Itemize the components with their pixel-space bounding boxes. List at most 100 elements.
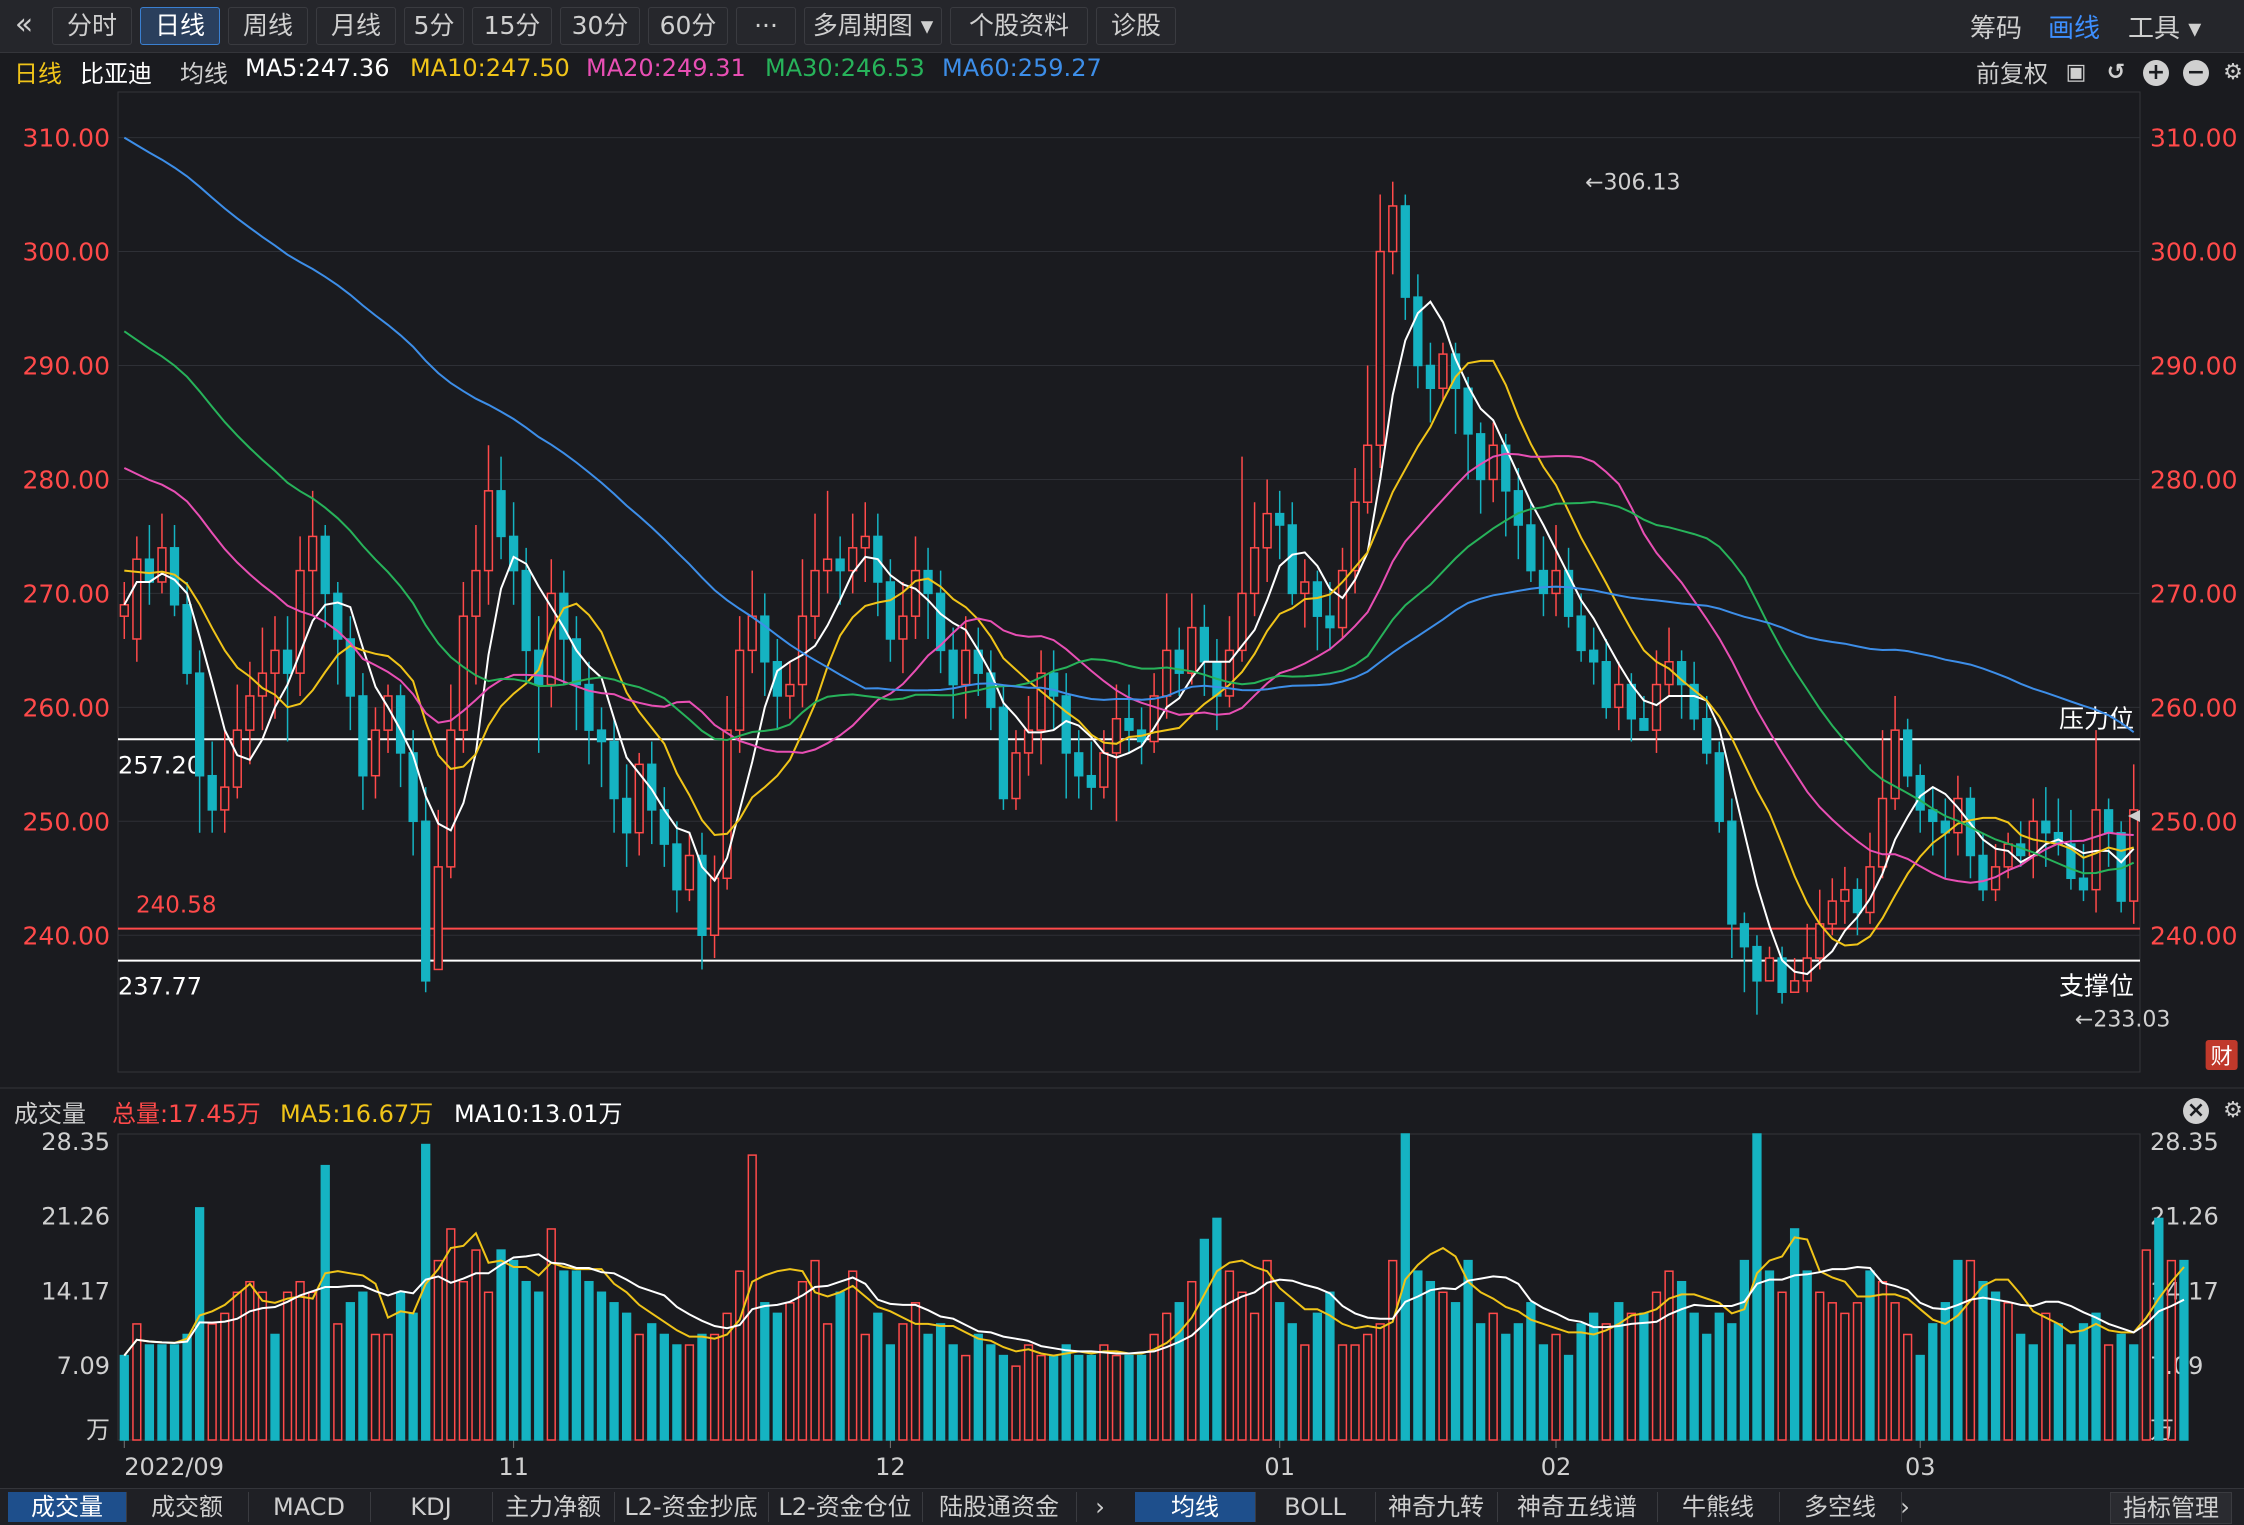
candle — [1890, 695, 1900, 810]
toolbar-right-2[interactable]: 工具 ▾ — [2128, 14, 2202, 44]
indicator-tab-2[interactable]: MACD — [248, 1492, 371, 1522]
overlay-tab-1[interactable]: BOLL — [1255, 1492, 1376, 1522]
candle-body — [2091, 809, 2101, 891]
zoom-out-icon[interactable]: − — [2183, 60, 2209, 86]
volume-bar — [898, 1323, 908, 1441]
lock-icon[interactable]: ▣ — [2065, 60, 2087, 85]
volume-bar — [1852, 1302, 1863, 1441]
tab-0[interactable]: 分时 — [52, 7, 132, 45]
indicator-manage-button[interactable]: 指标管理 — [2110, 1492, 2232, 1524]
volume-bar — [320, 1164, 330, 1441]
volume-bar — [1249, 1312, 1260, 1441]
candle-body — [1262, 512, 1272, 549]
zoom-in-icon[interactable]: + — [2143, 60, 2169, 86]
candle-body — [1275, 512, 1285, 526]
support-value-label: 237.77 — [118, 973, 202, 1001]
candle-body — [822, 558, 833, 572]
indicator-tab-0[interactable]: 成交量 — [8, 1492, 127, 1522]
overlay-tab-5[interactable]: 多空线 — [1779, 1492, 1902, 1522]
candle-body — [408, 752, 418, 823]
tab-1[interactable]: 日线 — [140, 7, 220, 45]
volume-settings-icon[interactable]: ⚙ — [2223, 1098, 2243, 1123]
tab-4[interactable]: 5分 — [404, 7, 464, 45]
tab-5[interactable]: 15分 — [472, 7, 552, 45]
volume-legend: 成交量 总量:17.45万 MA5:16.67万 MA10:13.01万 — [0, 1092, 2244, 1128]
candle-body — [571, 638, 582, 686]
volume-bar — [1362, 1333, 1373, 1441]
indicator-tab-5[interactable]: L2-资金抄底 — [614, 1492, 769, 1522]
volume-bar — [609, 1302, 619, 1441]
candle — [722, 695, 732, 890]
candle — [797, 559, 808, 708]
candle-body — [169, 547, 180, 606]
volume-ma10-line — [123, 1253, 2185, 1357]
candle — [358, 673, 368, 810]
overlay-tab-0[interactable]: 均线 — [1135, 1492, 1256, 1522]
tab-3[interactable]: 月线 — [316, 7, 396, 45]
x-tick-label: 03 — [1905, 1453, 1936, 1481]
candle-body — [1877, 797, 1888, 868]
candle — [483, 445, 494, 605]
indicator-tab-7[interactable]: 陆股通资金 — [922, 1492, 1077, 1522]
tab-10[interactable]: 个股资料 — [950, 7, 1088, 45]
collapse-icon[interactable]: « — [14, 7, 34, 42]
finance-marker: 财 — [2211, 1045, 2233, 1070]
candle — [1199, 604, 1209, 696]
adjust-label[interactable]: 前复权 — [1976, 60, 2048, 88]
candle — [1362, 365, 1373, 514]
candle — [1212, 638, 1222, 731]
candle — [1400, 194, 1410, 320]
tab-8[interactable]: ··· — [736, 7, 796, 45]
volume-unit-left: 万 — [86, 1416, 110, 1444]
volume-bar — [1601, 1323, 1611, 1441]
tab-6[interactable]: 30分 — [560, 7, 640, 45]
candle — [433, 809, 443, 971]
volume-bar — [559, 1270, 569, 1441]
overlay-tab-4[interactable]: 牛熊线 — [1657, 1492, 1780, 1522]
indicator-tab-4[interactable]: 主力净额 — [492, 1492, 615, 1522]
ma-label[interactable]: 均线 — [180, 60, 228, 88]
volume-bar — [1501, 1333, 1511, 1441]
candlestick-chart[interactable]: 310.00 310.00 300.00 300.00 290.00 290.00 280.… — [0, 0, 2244, 1488]
candle — [785, 661, 795, 719]
overlay-tab-3[interactable]: 神奇五线谱 — [1497, 1492, 1658, 1522]
indicator-tab-6[interactable]: L2-资金仓位 — [768, 1492, 923, 1522]
settings-icon[interactable]: ⚙ — [2223, 60, 2243, 85]
price-tick-label-left: 250.00 — [23, 807, 110, 836]
candle-body — [1676, 661, 1687, 686]
tab-2[interactable]: 周线 — [228, 7, 308, 45]
volume-bar — [596, 1291, 607, 1441]
candle-body — [1074, 752, 1084, 777]
volume-bar — [2003, 1302, 2013, 1441]
candle-body — [1400, 205, 1410, 298]
toolbar-right-0[interactable]: 筹码 — [1970, 14, 2023, 44]
candle — [2129, 764, 2139, 924]
candle — [621, 764, 632, 867]
candle — [2041, 787, 2051, 867]
indicator-tab-3[interactable]: KDJ — [370, 1492, 493, 1522]
overlay-tab-2[interactable]: 神奇九转 — [1375, 1492, 1498, 1522]
candle — [270, 616, 280, 719]
volume-bar — [295, 1280, 305, 1441]
tab-7[interactable]: 60分 — [648, 7, 728, 45]
support-label: 支撑位 — [2059, 972, 2134, 1001]
candle — [1375, 194, 1385, 469]
candle — [659, 787, 669, 867]
tabs-next-icon-2[interactable]: › — [1900, 1493, 1910, 1521]
candle-body — [1752, 945, 1762, 982]
volume-bar — [1551, 1333, 1561, 1441]
volume-bar — [1990, 1291, 2001, 1441]
close-panel-icon[interactable]: × — [2183, 1098, 2209, 1124]
tabs-next-icon[interactable]: › — [1095, 1493, 1105, 1521]
toolbar-right-1[interactable]: 画线 — [2048, 14, 2101, 44]
x-tick-label: 2022/09 — [124, 1453, 224, 1481]
indicator-tab-1[interactable]: 成交额 — [126, 1492, 249, 1522]
volume-bar — [308, 1291, 318, 1441]
tab-11[interactable]: 诊股 — [1096, 7, 1176, 45]
undo-icon[interactable]: ↺ — [2106, 60, 2126, 85]
volume-bar — [1789, 1228, 1800, 1441]
volume-bar — [270, 1333, 280, 1441]
candle-body — [546, 592, 556, 686]
x-tick-label: 12 — [875, 1453, 906, 1481]
tab-9[interactable]: 多周期图 ▾ — [804, 7, 942, 45]
